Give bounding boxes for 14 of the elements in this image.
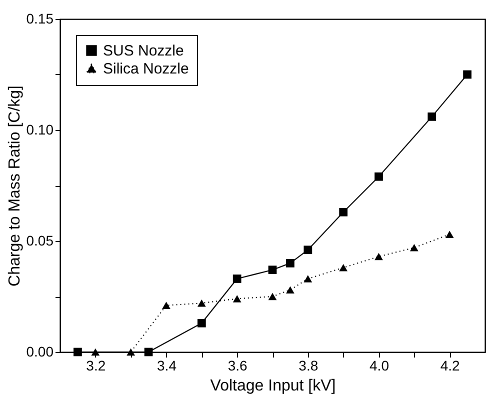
- x-tick-label: 4.0: [370, 358, 390, 374]
- y-tick-label: 0.05: [26, 232, 54, 248]
- y-tick-label: 0.00: [26, 344, 54, 360]
- y-tick-label: 0.10: [26, 122, 54, 138]
- legend-label: Silica Nozzle: [103, 60, 189, 78]
- x-tick-label: 3.4: [157, 358, 177, 374]
- x-axis-title: Voltage Input [kV]: [210, 378, 336, 394]
- x-tick-label: 3.2: [86, 358, 106, 374]
- x-tick-label: 3.8: [298, 358, 318, 374]
- y-axis-title: Charge to Mass Ratio [C/kg]: [6, 86, 24, 286]
- x-tick-label: 3.6: [228, 358, 248, 374]
- legend-label: SUS Nozzle: [103, 42, 184, 60]
- y-tick-label: 0.15: [26, 10, 54, 26]
- x-tick-label: 4.2: [440, 358, 460, 374]
